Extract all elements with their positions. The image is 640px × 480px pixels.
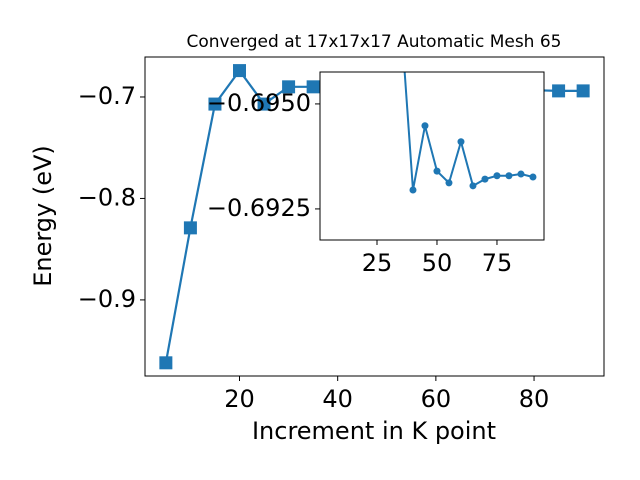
- y-tick-label: −0.7: [78, 82, 136, 110]
- marker: [159, 356, 173, 370]
- x-tick-label: 60: [421, 385, 452, 413]
- marker: [493, 172, 501, 180]
- y-axis-label: Energy (eV): [29, 145, 57, 287]
- marker: [552, 84, 566, 98]
- x-tick-label: 20: [224, 385, 255, 413]
- marker: [282, 80, 296, 94]
- marker: [233, 64, 246, 78]
- marker: [257, 97, 271, 111]
- plot-frame: [144, 56, 605, 377]
- marker: [421, 122, 429, 130]
- y-tick-label: −0.8: [78, 183, 136, 211]
- marker: [529, 173, 537, 181]
- marker: [183, 221, 197, 235]
- marker: [517, 170, 525, 178]
- marker: [433, 167, 441, 175]
- marker: [409, 186, 417, 194]
- x-axis-label: Increment in K point: [252, 417, 496, 445]
- marker: [481, 175, 489, 183]
- x-tick-label: 75: [482, 249, 513, 277]
- y-tick-label: −0.9: [78, 285, 136, 313]
- marker: [469, 182, 477, 190]
- marker: [306, 80, 320, 94]
- x-tick-label: 40: [322, 385, 353, 413]
- x-tick-label: 50: [422, 249, 453, 277]
- y-tick-label: −0.6950: [207, 89, 311, 117]
- plot-frame: [319, 71, 545, 241]
- marker: [208, 97, 222, 111]
- marker: [445, 179, 453, 187]
- plot-clip: [397, 16, 537, 194]
- x-tick-label: 80: [519, 385, 550, 413]
- marker: [505, 172, 513, 180]
- y-tick-label: −0.6925: [207, 194, 311, 222]
- marker: [457, 138, 465, 146]
- chart-title: Converged at 17x17x17 Automatic Mesh 65: [187, 32, 562, 52]
- x-tick-label: 25: [362, 249, 393, 277]
- marker: [576, 84, 590, 98]
- marker: [397, 16, 404, 23]
